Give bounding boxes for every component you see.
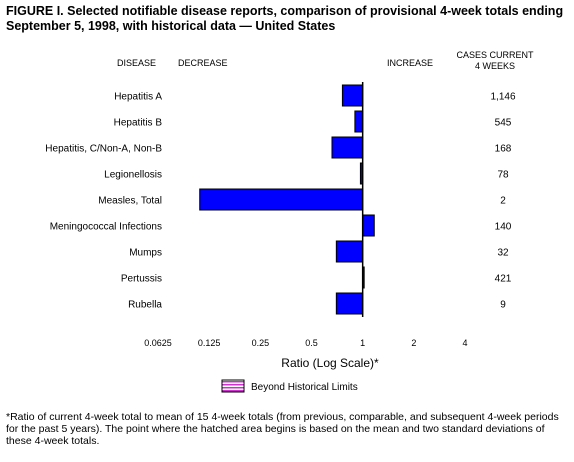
bar	[362, 214, 375, 237]
x-tick-label: 0.0625	[144, 338, 172, 348]
case-count-label: 2	[500, 196, 506, 207]
category-label: Legionellosis	[104, 170, 162, 181]
legend-label: Beyond Historical Limits	[251, 382, 358, 393]
case-count-label: 421	[495, 274, 512, 285]
case-count-label: 545	[495, 118, 512, 129]
category-label: Pertussis	[121, 274, 162, 285]
chart-title: FIGURE I. Selected notifiable disease re…	[6, 4, 564, 33]
category-label: Rubella	[128, 300, 162, 311]
category-label: Measles, Total	[98, 196, 162, 207]
header-disease: DISEASE	[117, 58, 156, 68]
x-axis-ticks: 0.0625 0.125 0.25 0.5 1 2 4	[144, 338, 467, 348]
x-tick-label: 1	[360, 338, 365, 348]
x-tick-label: 4	[462, 338, 467, 348]
bar	[331, 136, 364, 159]
x-tick-label: 0.25	[252, 338, 270, 348]
bar	[335, 292, 364, 315]
case-count-labels: 1,146 545 168 78 2 140 32 421 9	[490, 92, 515, 311]
header-decrease: DECREASE	[178, 58, 228, 68]
category-label: Mumps	[129, 248, 162, 259]
category-label: Hepatitis, C/Non-A, Non-B	[45, 144, 162, 155]
bar	[335, 240, 364, 263]
bar	[354, 110, 364, 133]
x-tick-label: 2	[411, 338, 416, 348]
category-label: Hepatitis A	[114, 92, 162, 103]
category-label: Meningococcal Infections	[50, 222, 162, 233]
header-increase: INCREASE	[387, 58, 433, 68]
footnote: *Ratio of current 4-week total to mean o…	[6, 411, 559, 447]
case-count-label: 168	[495, 144, 512, 155]
case-count-label: 32	[497, 248, 509, 259]
header-cases-sub: 4 WEEKS	[475, 61, 515, 71]
legend-swatch	[221, 379, 245, 393]
x-axis-label: Ratio (Log Scale)*	[281, 356, 379, 370]
bar	[199, 188, 364, 211]
x-tick-label: 0.125	[198, 338, 221, 348]
bars-group	[199, 84, 375, 315]
case-count-label: 9	[500, 300, 506, 311]
case-count-label: 1,146	[490, 92, 515, 103]
case-count-label: 78	[497, 170, 509, 181]
category-labels: Hepatitis A Hepatitis B Hepatitis, C/Non-A…	[45, 92, 162, 311]
case-count-label: 140	[495, 222, 512, 233]
category-label: Hepatitis B	[114, 118, 163, 129]
bar-chart: DISEASE DECREASE INCREASE CASES CURRENT …	[45, 50, 534, 393]
bar	[341, 84, 364, 107]
header-cases: CASES CURRENT	[456, 50, 534, 60]
x-tick-label: 0.5	[305, 338, 318, 348]
